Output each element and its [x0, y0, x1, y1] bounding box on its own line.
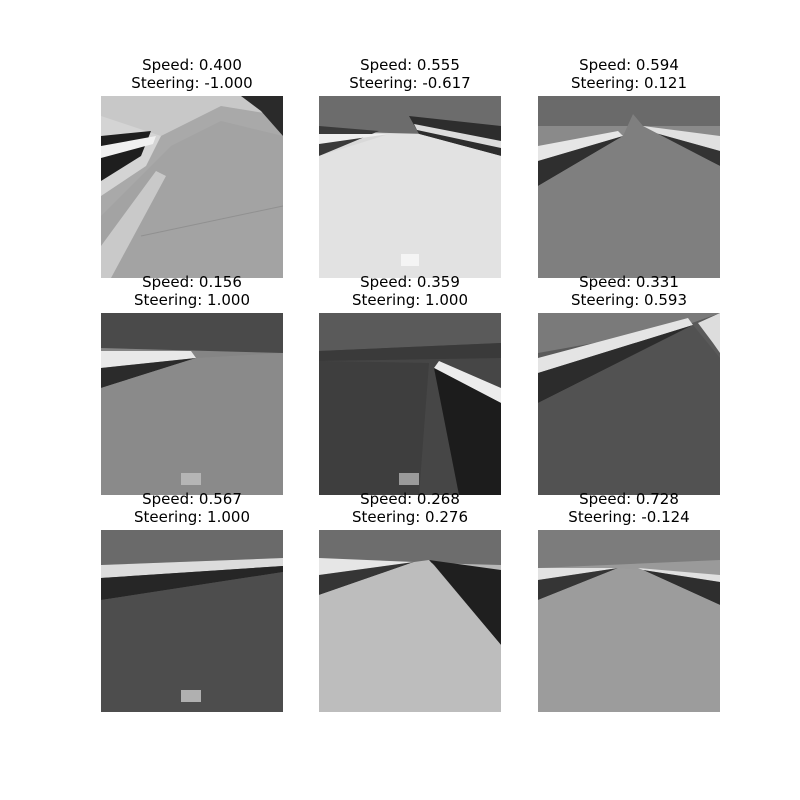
steering-label: Steering: -0.124: [568, 508, 690, 526]
track-frame-image: [319, 313, 501, 495]
frame-caption: Speed: 0.594 Steering: 0.121: [518, 56, 740, 92]
frame-caption: Speed: 0.331 Steering: 0.593: [518, 273, 740, 309]
steering-label: Steering: 1.000: [134, 508, 250, 526]
speed-label: Speed: 0.728: [579, 490, 679, 508]
steering-label: Steering: -1.000: [131, 74, 253, 92]
speed-label: Speed: 0.567: [142, 490, 242, 508]
frame-caption: Speed: 0.728 Steering: -0.124: [518, 490, 740, 526]
frame-caption: Speed: 0.555 Steering: -0.617: [299, 56, 521, 92]
track-frame-image: [538, 530, 720, 712]
speed-label: Speed: 0.331: [579, 273, 679, 291]
track-frame-image: [538, 313, 720, 495]
frame-caption: Speed: 0.400 Steering: -1.000: [81, 56, 303, 92]
track-frame-image: [101, 313, 283, 495]
speed-label: Speed: 0.156: [142, 273, 242, 291]
frame-caption: Speed: 0.359 Steering: 1.000: [299, 273, 521, 309]
frame-caption: Speed: 0.268 Steering: 0.276: [299, 490, 521, 526]
track-frame-image: [101, 530, 283, 712]
steering-label: Steering: -0.617: [349, 74, 471, 92]
speed-label: Speed: 0.594: [579, 56, 679, 74]
speed-label: Speed: 0.359: [360, 273, 460, 291]
steering-label: Steering: 0.276: [352, 508, 468, 526]
frame-caption: Speed: 0.156 Steering: 1.000: [81, 273, 303, 309]
speed-label: Speed: 0.555: [360, 56, 460, 74]
frame-caption: Speed: 0.567 Steering: 1.000: [81, 490, 303, 526]
track-frame-image: [319, 96, 501, 278]
steering-label: Steering: 0.121: [571, 74, 687, 92]
speed-label: Speed: 0.400: [142, 56, 242, 74]
steering-label: Steering: 1.000: [134, 291, 250, 309]
track-frame-image: [101, 96, 283, 278]
steering-label: Steering: 0.593: [571, 291, 687, 309]
track-frame-image: [319, 530, 501, 712]
track-frame-image: [538, 96, 720, 278]
steering-label: Steering: 1.000: [352, 291, 468, 309]
speed-label: Speed: 0.268: [360, 490, 460, 508]
